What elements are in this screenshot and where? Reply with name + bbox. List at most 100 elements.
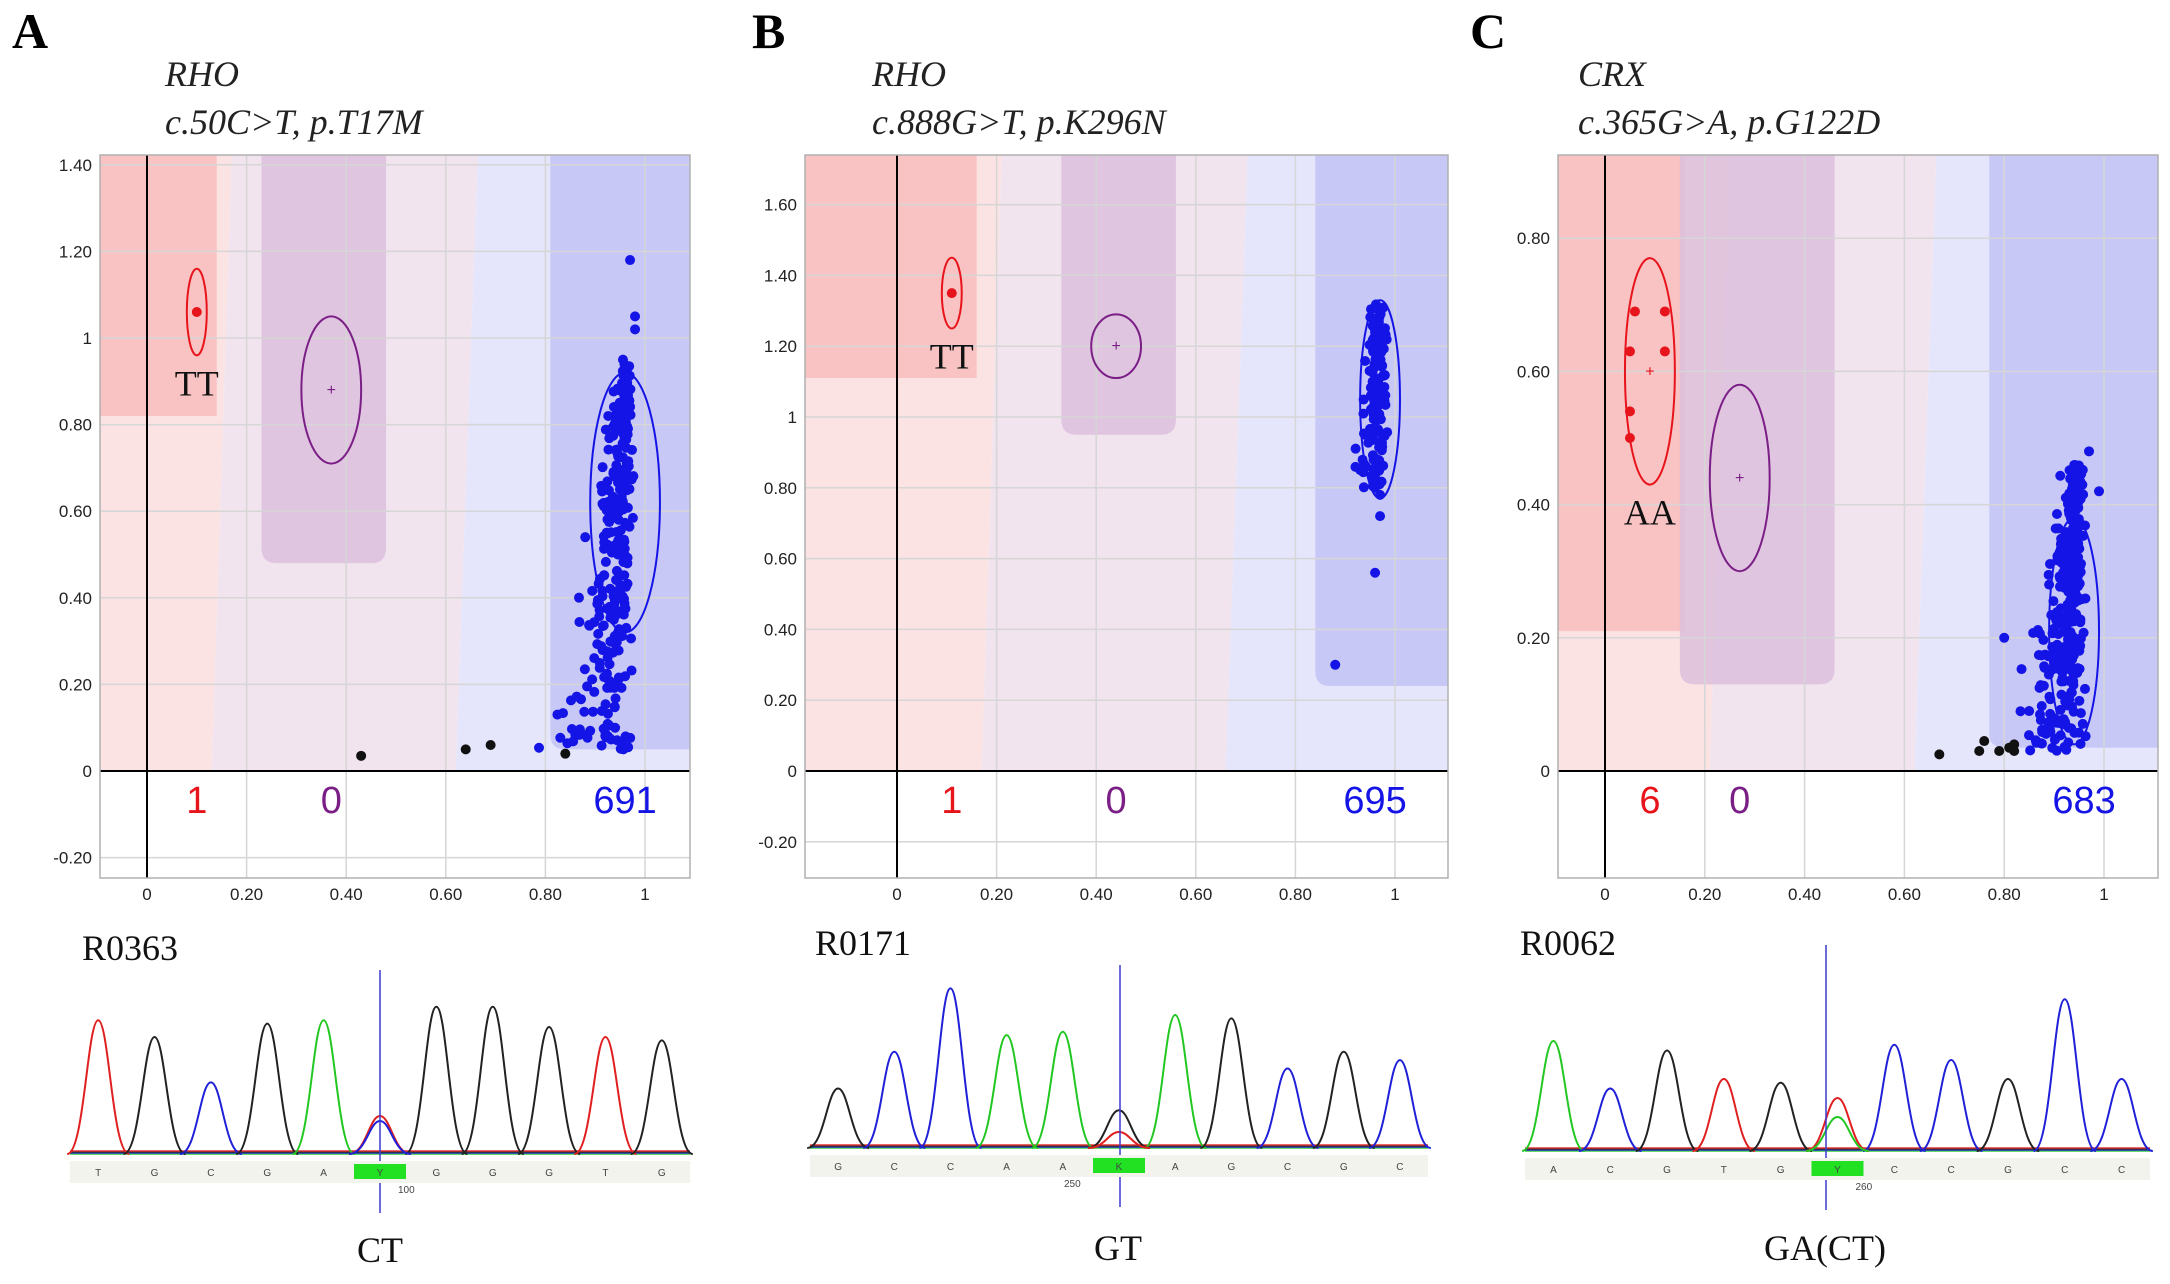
data-point-blue (1360, 355, 1371, 366)
data-point-blue (617, 407, 628, 418)
data-point-blue (626, 474, 637, 485)
x-tick-label: 0.20 (980, 885, 1013, 904)
data-point-blue (2054, 581, 2065, 592)
data-point-undetermined (2009, 739, 2020, 750)
data-point-blue (558, 708, 569, 719)
data-point-blue (593, 628, 604, 639)
data-point-blue (618, 499, 629, 510)
data-point-blue (598, 620, 609, 631)
data-point-blue (619, 534, 630, 545)
data-point-blue (624, 484, 635, 495)
cluster-ellipse-hom-mutant (940, 256, 963, 330)
genotype-count-hom-wild: 695 (1343, 780, 1406, 822)
data-point-blue (610, 693, 621, 704)
data-point-blue (597, 591, 608, 602)
y-tick-label: 1 (788, 408, 797, 427)
data-point-blue (589, 686, 600, 697)
base-letter: A (320, 1168, 327, 1179)
data-point-blue (600, 699, 611, 710)
base-letter: G (2004, 1165, 2012, 1176)
data-point-blue (2053, 658, 2064, 669)
highlight-base (354, 1164, 406, 1179)
data-point-blue (1999, 632, 2010, 643)
zone-purple (1679, 155, 1835, 685)
data-point-undetermined (1934, 749, 1945, 760)
data-point-red (191, 307, 202, 318)
data-point-blue (1382, 427, 1393, 438)
data-point-red (1659, 306, 1670, 317)
y-tick-label: 0 (83, 762, 92, 781)
data-point-blue (2043, 569, 2054, 580)
data-point-blue (580, 532, 591, 543)
data-point-blue (2046, 610, 2057, 621)
position-label: 250 (1064, 1179, 1081, 1190)
genotype-call-a: CT (357, 1230, 403, 1270)
data-point-blue (585, 725, 596, 736)
scatter-plot-b: TT +0 0.20 0.40 0.60 0.80 1 -0.20 0 0.20 0.40 0.60 0… (758, 154, 1449, 904)
data-point-blue (2056, 676, 2067, 687)
x-tick-label: 1 (1390, 885, 1399, 904)
chromatogram-c: A C G T G Y C C G C C 260 (1521, 945, 2154, 1210)
data-point-blue (603, 410, 614, 421)
x-tick-label: 1 (2099, 885, 2108, 904)
data-point-undetermined (1979, 736, 1990, 747)
data-point-blue (2051, 745, 2062, 756)
data-point-blue (2074, 695, 2085, 706)
data-point-blue (2036, 738, 2047, 749)
zone-red (100, 155, 217, 416)
data-point-blue (2032, 625, 2043, 636)
data-point-blue (2035, 715, 2046, 726)
data-point-red (946, 288, 957, 299)
trace-peak-C (1862, 1043, 1926, 1152)
data-point-blue (2079, 683, 2090, 694)
data-point-blue (613, 674, 624, 685)
data-point-blue (1379, 370, 1390, 381)
y-tick-label: 0 (1541, 762, 1550, 781)
genotype-count-hom-wild: 683 (2052, 780, 2115, 822)
x-tick-label: 0.20 (1688, 885, 1721, 904)
data-point-blue (1381, 334, 1392, 345)
data-point-blue (2065, 637, 2076, 648)
data-point-red (1624, 433, 1635, 443)
data-point-blue (2037, 724, 2048, 735)
data-point-blue (589, 617, 600, 628)
data-point-blue (2075, 738, 2086, 749)
data-point-blue (2053, 715, 2064, 726)
highlight-base (1811, 1161, 1864, 1176)
x-tick-label: 0 (892, 885, 901, 904)
trace-peak-C (919, 987, 982, 1149)
data-point-blue (1350, 461, 1361, 472)
data-point-blue (2074, 645, 2085, 656)
data-point-blue (624, 370, 635, 381)
trace-peak-G (235, 1022, 299, 1155)
y-tick-label: 0.40 (1517, 496, 1550, 515)
data-point-blue (2067, 674, 2078, 685)
trace-peak-A (975, 1034, 1038, 1149)
base-letter: G (1340, 1162, 1348, 1173)
base-letter: C (1948, 1165, 1955, 1176)
y-tick-label: 0.60 (1517, 362, 1550, 381)
variant-title-b: c.888G>T, p.K296N (872, 102, 1168, 142)
data-point-blue (625, 732, 636, 743)
data-point-blue (603, 444, 614, 455)
plot-frame (99, 154, 691, 879)
genotype-count-hom-mutant: 1 (186, 780, 207, 822)
data-point-blue (608, 591, 619, 602)
data-point-blue (1369, 377, 1380, 388)
scatter-plot-c: + AA +0 0.20 0.40 0.60 0.80 1 0 0.20 0.40 0.60 0.80 6… (1517, 154, 2159, 904)
data-point-blue (609, 540, 620, 551)
data-point-blue (601, 732, 612, 743)
y-tick-label: 0.40 (59, 589, 92, 608)
data-point-blue (1375, 511, 1386, 522)
x-tick-label: 0.80 (529, 885, 562, 904)
sample-id-a: R0363 (82, 928, 178, 968)
base-letter: G (263, 1168, 271, 1179)
trace-peak-A (1521, 1039, 1586, 1152)
base-letter: G (658, 1168, 666, 1179)
data-point-blue (1378, 324, 1389, 335)
trace-peak-C (2090, 1077, 2154, 1152)
x-tick-label: 0.80 (1279, 885, 1312, 904)
y-tick-label: 0.60 (59, 502, 92, 521)
x-tick-label: 0.20 (230, 885, 263, 904)
data-point-blue (607, 422, 618, 433)
